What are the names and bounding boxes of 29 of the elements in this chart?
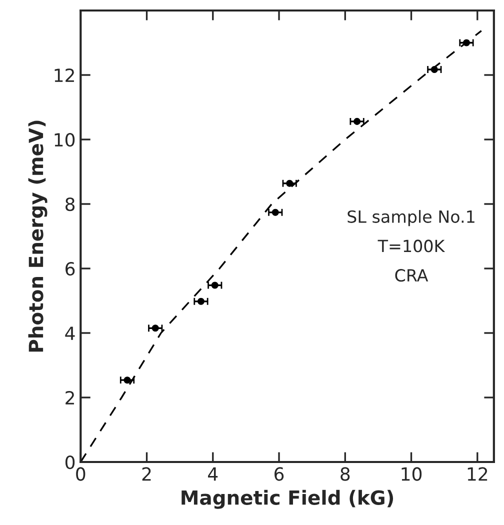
x-tick-label: 6 xyxy=(274,467,284,481)
annotation: T=100K xyxy=(378,240,446,252)
y-tick-label: 6 xyxy=(66,262,75,276)
x-axis-title: Magnetic Field (kG) xyxy=(182,490,394,509)
point xyxy=(354,118,361,125)
point xyxy=(124,376,131,384)
point xyxy=(197,298,205,305)
x-tick-label: 4 xyxy=(208,467,218,481)
point xyxy=(272,208,279,216)
y-tick-label: 8 xyxy=(66,197,75,212)
annotation: CRA xyxy=(395,269,428,282)
y-tick-label: 0 xyxy=(65,455,75,470)
line-series xyxy=(80,30,482,462)
y-axis-title: Photon Energy (meV) xyxy=(28,120,48,352)
y-tick-label: 12 xyxy=(54,68,74,82)
x-tick-label: 0 xyxy=(76,467,86,481)
x-tick-label: 2 xyxy=(142,467,151,481)
y-tick-label: 10 xyxy=(54,132,75,147)
x-tick-label: 12 xyxy=(468,467,488,481)
annotation: SL sample No.1 xyxy=(348,210,474,226)
point xyxy=(211,282,218,289)
x-tick-label: 8 xyxy=(340,467,350,481)
x-tick-label: 10 xyxy=(402,467,422,481)
y-tick-label: 2 xyxy=(66,390,74,404)
point xyxy=(462,39,470,46)
y-tick-label: 4 xyxy=(65,326,75,340)
point xyxy=(430,66,438,74)
point xyxy=(286,180,294,187)
point xyxy=(152,324,159,332)
